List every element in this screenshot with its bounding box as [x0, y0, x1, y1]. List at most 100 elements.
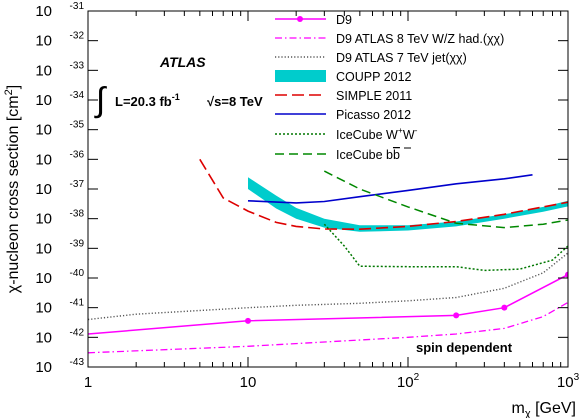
energy-label: √s=8 TeV — [207, 94, 263, 109]
legend-label-d9-atlas-8tev: D9 ATLAS 8 TeV W/Z had.(χχ) — [336, 32, 504, 46]
legend-entry-icecube-ww: IceCube W+W- — [275, 125, 418, 142]
luminosity-sup: -1 — [172, 92, 180, 102]
y-tick-label-base: 10 — [35, 240, 52, 257]
legend-entry-d9-atlas-8tev: D9 ATLAS 8 TeV W/Z had.(χχ) — [275, 32, 504, 46]
y-tick-label-base: 10 — [35, 211, 52, 228]
y-tick-label-sup: -39 — [70, 238, 85, 249]
x-axis-title-sub: χ — [525, 408, 531, 418]
series-d9-marker — [245, 317, 251, 324]
y-tick-label-base: 10 — [35, 270, 52, 287]
y-tick-label-base: 10 — [35, 122, 52, 139]
legend-label-icecube-bb-bar: b — [393, 148, 400, 162]
y-tick-label: 10 -40 — [35, 268, 84, 287]
luminosity-label: L=20.3 fb-1 — [115, 92, 180, 109]
series-picasso-2012-line — [247, 174, 533, 204]
y-tick-label: 10 -31 — [35, 1, 84, 20]
y-tick-label-base: 10 — [35, 62, 52, 79]
x-tick-label-sup: 3 — [574, 372, 580, 383]
series-d9-marker — [453, 312, 460, 319]
y-tick-label-sup: -33 — [70, 60, 85, 71]
y-tick-label: 10 -43 — [35, 357, 84, 376]
legend-label-icecube-ww-sup1: + — [398, 125, 403, 135]
series-icecube-w-w-line — [323, 223, 568, 272]
legend-label-picasso: Picasso 2012 — [336, 108, 411, 122]
legend-label-icecube-ww: IceCube W+W- — [336, 125, 418, 142]
series-icecube-bb-line — [323, 170, 568, 229]
x-tick-label-base: 10 — [397, 374, 414, 391]
legend-label-icecube-bb: IceCube bb — [336, 148, 400, 162]
y-tick-label-base: 10 — [35, 300, 52, 317]
y-tick-label-base: 10 — [35, 3, 52, 20]
y-axis-title-main: χ-nucleon cross section [cm — [5, 95, 22, 293]
y-tick-label: 10 -42 — [35, 327, 84, 346]
y-tick-label: 10 -33 — [35, 60, 84, 79]
y-tick-label: 10 -34 — [35, 90, 84, 109]
x-tick-label-base: 10 — [240, 374, 257, 391]
legend-entry-coupp: COUPP 2012 — [275, 70, 412, 84]
atlas-label: ATLAS — [159, 54, 206, 70]
series-coupp-2012-band — [248, 177, 568, 232]
y-tick-label-sup: -37 — [70, 179, 85, 190]
y-tick-label-base: 10 — [35, 329, 52, 346]
y-tick-label: 10 -38 — [35, 209, 84, 228]
y-tick-labels: 10 -43 10 -42 10 -41 10 -40 10 -39 10 -38 10 -37 10 -36… — [35, 1, 84, 376]
y-axis-title-end: ] — [5, 85, 22, 89]
y-tick-label: 10 -35 — [35, 120, 84, 139]
y-tick-label-base: 10 — [35, 92, 52, 109]
y-tick-label: 10 -39 — [35, 238, 84, 257]
legend-marker-d9 — [297, 16, 303, 22]
x-tick-label: 103 — [557, 372, 580, 391]
series-d9-atlas-7-tev-jet-line — [88, 252, 568, 321]
integral-symbol: ∫ — [94, 81, 107, 119]
y-tick-label-sup: -40 — [70, 268, 85, 279]
x-axis-title-main: m — [512, 400, 525, 417]
y-tick-label-sup: -43 — [70, 357, 85, 368]
y-tick-label-sup: -42 — [70, 327, 85, 338]
legend-label-icecube-ww-mid: W — [403, 128, 415, 142]
y-tick-label-sup: -34 — [70, 90, 85, 101]
x-axis-title: mχ [GeV] — [512, 400, 576, 418]
x-tick-labels: 1 10 102 103 — [84, 372, 580, 391]
series-d9-atlas-8-tev-w-z-had-line — [88, 301, 568, 354]
legend-label-coupp: COUPP 2012 — [336, 70, 412, 84]
series-layer — [88, 158, 568, 354]
y-tick-label-sup: -35 — [70, 120, 85, 131]
x-tick-label-base: 1 — [84, 374, 92, 391]
luminosity-value: L=20.3 fb — [115, 94, 172, 109]
x-tick-label: 1 — [84, 374, 92, 391]
legend-swatch-coupp — [275, 70, 326, 82]
y-tick-label-sup: -32 — [70, 31, 85, 42]
y-tick-label-sup: -31 — [70, 1, 85, 12]
legend-entry-icecube-bb: IceCube bb — [275, 147, 411, 162]
y-tick-label-sup: -36 — [70, 149, 85, 160]
legend-entry-d9-atlas-7tev: D9 ATLAS 7 TeV jet(χχ) — [275, 51, 467, 65]
legend-entry-simple: SIMPLE 2011 — [275, 89, 412, 103]
y-tick-label-base: 10 — [35, 359, 52, 376]
x-tick-label-base: 10 — [557, 374, 574, 391]
y-tick-label-sup: -38 — [70, 209, 85, 220]
y-axis-title: χ-nucleon cross section [cm2] — [3, 85, 22, 293]
y-tick-label-sup: -41 — [70, 298, 85, 309]
legend-label-icecube-bb-main: IceCube b — [336, 148, 393, 162]
legend-label-d9-atlas-7tev: D9 ATLAS 7 TeV jet(χχ) — [336, 51, 467, 65]
series-simple-2011-line — [199, 158, 568, 231]
legend-label-d9: D9 — [336, 13, 352, 27]
legend-entry-d9: D9 — [275, 13, 352, 27]
y-tick-label-base: 10 — [35, 151, 52, 168]
y-tick-label: 10 -41 — [35, 298, 84, 317]
legend-label-simple: SIMPLE 2011 — [336, 89, 412, 103]
series-d9-marker — [501, 304, 508, 311]
legend-entry-picasso: Picasso 2012 — [275, 108, 411, 122]
x-axis-title-unit: [GeV] — [531, 400, 576, 417]
spin-dependent-label: spin dependent — [416, 340, 513, 355]
y-tick-label: 10 -32 — [35, 31, 84, 50]
x-tick-label: 102 — [397, 372, 420, 391]
legend-label-icecube-ww-sup2: - — [415, 125, 418, 135]
y-tick-label-base: 10 — [35, 33, 52, 50]
y-tick-label-base: 10 — [35, 181, 52, 198]
x-tick-label: 10 — [240, 374, 257, 391]
plot-frame — [87, 10, 569, 368]
y-tick-label: 10 -37 — [35, 179, 84, 198]
y-axis-title-sup: 2 — [3, 89, 15, 95]
